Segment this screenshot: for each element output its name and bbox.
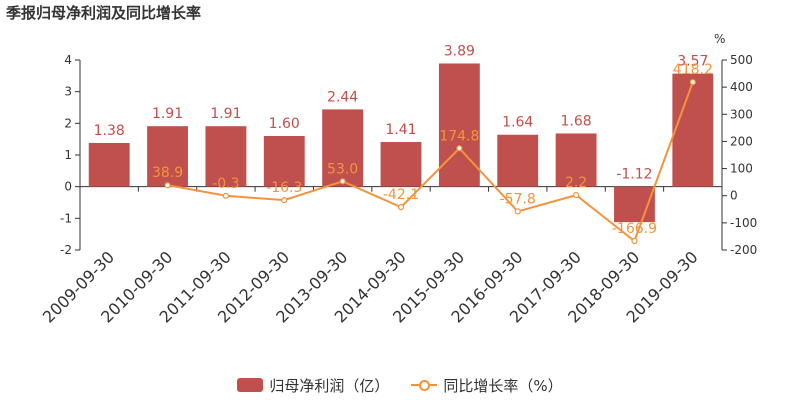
legend-line-swatch	[411, 378, 438, 392]
y-right-tick-label: 500	[730, 53, 753, 67]
growth-point	[456, 145, 463, 152]
profit-bar-label: 1.64	[502, 115, 533, 131]
profit-bar-label: -1.12	[616, 167, 652, 183]
growth-point	[164, 182, 171, 189]
growth-point-label: 174.8	[439, 128, 479, 144]
growth-point-label: 38.9	[152, 165, 183, 181]
profit-bar-label: 2.44	[327, 89, 358, 105]
growth-point	[339, 178, 346, 185]
profit-bar	[88, 142, 130, 187]
growth-point-label: 2.2	[565, 175, 587, 191]
growth-point-label: 53.0	[327, 161, 358, 177]
y-right-tick-label: -200	[730, 243, 757, 257]
growth-point-label: -0.3	[212, 176, 239, 192]
growth-point	[689, 79, 696, 86]
profit-bar-label: 1.91	[152, 106, 183, 122]
legend-item-growth[interactable]: 同比增长率（%）	[411, 375, 563, 396]
y-right-tick-label: 200	[730, 134, 753, 148]
growth-point-label: -57.8	[500, 191, 536, 207]
growth-point-label: -16.3	[266, 180, 302, 196]
legend-bar-swatch	[237, 378, 264, 392]
profit-bar-label: 1.41	[385, 122, 416, 138]
y-left-tick-label: 3	[64, 85, 72, 99]
profit-bar	[438, 63, 480, 187]
profit-bar	[322, 109, 364, 187]
chart-title: 季报归母净利润及同比增长率	[6, 4, 202, 22]
profit-bar	[205, 126, 247, 187]
legend-item-profit[interactable]: 归母净利润（亿）	[237, 375, 389, 396]
y-right-tick-label: 0	[730, 189, 738, 203]
growth-point	[281, 197, 288, 204]
growth-point	[514, 208, 521, 215]
legend-label-growth: 同比增长率（%）	[443, 376, 563, 395]
growth-point-label: 418.2	[673, 62, 713, 78]
legend: 归母净利润（亿） 同比增长率（%）	[0, 373, 800, 397]
y-left-tick-label: 2	[64, 116, 72, 130]
profit-bar	[497, 134, 539, 187]
y-left-tick-label: 0	[64, 180, 72, 194]
profit-bar-label: 1.38	[94, 123, 125, 139]
growth-point-label: -42.1	[383, 187, 419, 203]
y-right-axis-label: %	[714, 32, 725, 46]
profit-bar-label: 1.60	[269, 116, 300, 132]
y-left-tick-label: 1	[64, 148, 72, 162]
y-left-tick-label: -2	[60, 243, 72, 257]
profit-bar-label: 3.89	[444, 43, 475, 59]
profit-bar	[555, 133, 597, 187]
legend-label-profit: 归母净利润（亿）	[269, 376, 390, 395]
growth-point	[397, 204, 405, 211]
profit-bar	[147, 126, 188, 187]
profit-bar	[672, 73, 714, 187]
growth-point	[631, 237, 638, 245]
growth-point	[222, 192, 230, 199]
y-left-tick-label: -1	[60, 211, 72, 225]
profit-bar-label: 1.68	[561, 113, 592, 129]
y-right-tick-label: 100	[730, 162, 753, 176]
y-right-tick-label: -100	[730, 216, 757, 230]
y-right-tick-label: 400	[730, 80, 753, 94]
y-right-tick-label: 300	[730, 107, 753, 121]
profit-bar	[380, 142, 422, 187]
profit-bar-label: 3.57	[677, 54, 708, 70]
growth-point-label: -166.9	[612, 221, 657, 237]
profit-bar-label: 1.91	[210, 106, 241, 122]
growth-point	[572, 192, 580, 199]
growth-line	[167, 81, 694, 243]
profit-bar	[263, 136, 305, 187]
y-left-tick-label: 4	[64, 53, 72, 67]
